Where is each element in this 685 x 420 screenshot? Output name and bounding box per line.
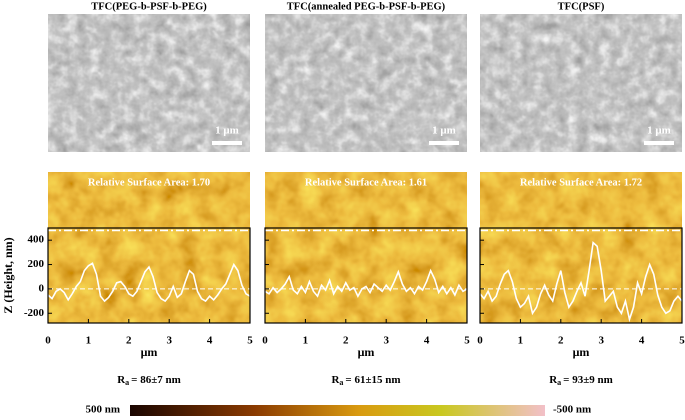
roughness-symbol: R bbox=[549, 374, 558, 386]
panel-title: TFC(annealed PEG-b-PSF-b-PEG) bbox=[287, 1, 446, 12]
profile-line bbox=[47, 262, 251, 303]
x-tick-label: 4 bbox=[207, 335, 213, 347]
y-tick-label: -200 bbox=[24, 307, 45, 319]
x-tick-label: 4 bbox=[639, 335, 645, 347]
roughness-symbol: R bbox=[331, 374, 340, 386]
relative-surface-area: Relative Surface Area: 1.61 bbox=[305, 177, 427, 188]
x-tick-label: 3 bbox=[598, 335, 604, 347]
roughness-subscript: a bbox=[339, 378, 343, 387]
colorbar-label: 500 nm bbox=[85, 404, 120, 416]
x-tick-label: 2 bbox=[126, 335, 132, 347]
sem-image bbox=[480, 14, 682, 152]
x-tick-label: 1 bbox=[518, 335, 524, 347]
y-tick-label: 400 bbox=[28, 234, 45, 246]
profile-line bbox=[479, 241, 683, 323]
profile-line bbox=[264, 268, 468, 298]
x-tick-label: 3 bbox=[166, 335, 172, 347]
roughness: Ra = 86±7 nm bbox=[117, 374, 181, 387]
y-axis-label: Z (Height, nm) bbox=[1, 237, 15, 313]
relative-surface-area: Relative Surface Area: 1.72 bbox=[520, 177, 642, 188]
panel-title: TFC(PSF) bbox=[558, 1, 605, 12]
x-tick-label: 1 bbox=[86, 335, 92, 347]
scale-bar bbox=[644, 141, 674, 145]
plot-frame bbox=[47, 227, 251, 324]
x-tick-label: 1 bbox=[303, 335, 309, 347]
afm-image bbox=[265, 172, 467, 323]
roughness-symbol: R bbox=[117, 374, 126, 386]
x-tick-label: 5 bbox=[247, 335, 253, 347]
y-tick-label: 0 bbox=[39, 282, 45, 294]
x-tick-label: 5 bbox=[464, 335, 470, 347]
x-tick-label: 2 bbox=[343, 335, 349, 347]
scale-bar-label: 1 μm bbox=[432, 125, 456, 137]
x-tick-label: 3 bbox=[383, 335, 389, 347]
roughness-subscript: a bbox=[125, 378, 129, 387]
x-tick-label: 4 bbox=[424, 335, 430, 347]
roughness-value: = 93±9 nm bbox=[563, 374, 613, 386]
x-axis-label: μm bbox=[358, 345, 375, 359]
colorbar bbox=[130, 405, 545, 416]
plot-frame bbox=[479, 227, 683, 324]
afm-image bbox=[48, 172, 250, 323]
sem-image bbox=[265, 14, 467, 152]
x-axis-label: μm bbox=[141, 345, 158, 359]
y-tick-label: 200 bbox=[28, 258, 45, 270]
scale-bar bbox=[429, 141, 459, 145]
roughness-subscript: a bbox=[557, 378, 561, 387]
x-tick-label: 0 bbox=[45, 335, 51, 347]
x-tick-label: 5 bbox=[679, 335, 685, 347]
x-axis-label: μm bbox=[573, 345, 590, 359]
roughness: Ra = 93±9 nm bbox=[549, 374, 613, 387]
x-tick-label: 0 bbox=[477, 335, 483, 347]
colorbar-label: -500 nm bbox=[553, 404, 591, 416]
scale-bar-label: 1 μm bbox=[215, 125, 239, 137]
plot-frame bbox=[264, 227, 468, 324]
scale-bar bbox=[212, 141, 242, 145]
panel-title: TFC(PEG-b-PSF-b-PEG) bbox=[91, 1, 207, 12]
roughness: Ra = 61±15 nm bbox=[331, 374, 400, 387]
x-tick-label: 2 bbox=[558, 335, 564, 347]
sem-image bbox=[48, 14, 250, 152]
roughness-value: = 86±7 nm bbox=[131, 374, 181, 386]
scale-bar-label: 1 μm bbox=[647, 125, 671, 137]
x-tick-label: 0 bbox=[262, 335, 268, 347]
roughness-value: = 61±15 nm bbox=[345, 374, 400, 386]
afm-image bbox=[480, 172, 682, 323]
relative-surface-area: Relative Surface Area: 1.70 bbox=[88, 177, 210, 188]
